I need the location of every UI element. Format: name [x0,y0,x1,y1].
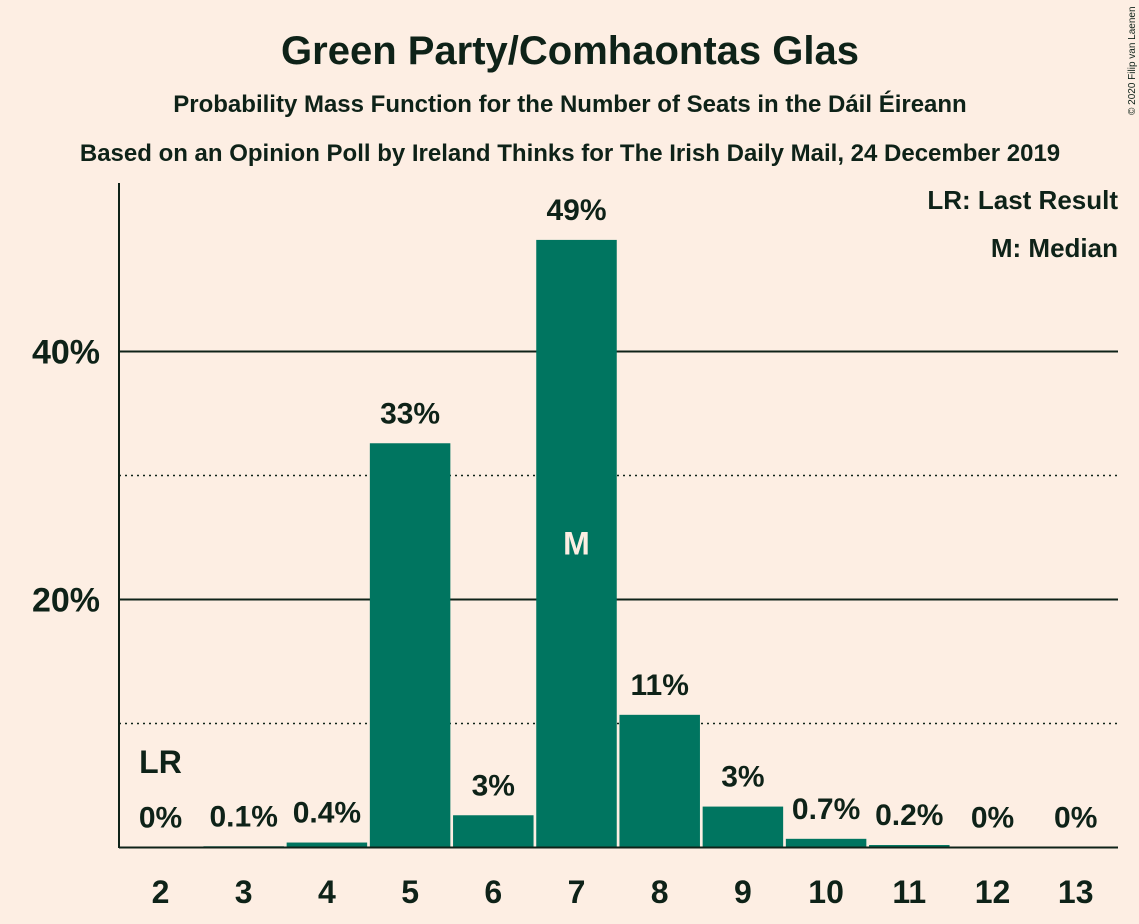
bar [453,815,534,848]
data-label: 0.1% [210,800,278,833]
y-tick-label: 40% [32,334,100,372]
data-label: 33% [380,397,440,430]
data-label: 3% [721,761,764,794]
x-tick-label: 5 [401,874,419,910]
x-tick-label: 7 [568,874,586,910]
data-labels: 0% 0.1% 0.4% 33% 3% 49% 11% 3% 0.7% 0.2% 0% 0% [139,194,1098,835]
x-tick-label: 4 [318,874,336,910]
bar [369,443,451,848]
copyright-notice: © 2020 Filip van Laenen [1127,6,1138,115]
x-tick-label: 11 [892,874,926,910]
x-tick-label: 10 [808,874,844,910]
data-label: 0.7% [792,793,860,826]
y-tick-label: 20% [32,582,100,620]
x-tick-label: 3 [235,874,253,910]
data-label: 11% [631,669,689,702]
bar [702,806,784,848]
bar [785,838,867,848]
data-label: 3% [472,769,515,802]
data-label: 0% [139,802,182,835]
bar [536,239,617,848]
bar [619,714,700,848]
median-marker: M [563,526,590,562]
chart-subtitle-source: Based on an Opinion Poll by Ireland Thin… [80,140,1060,167]
bar [869,845,950,848]
legend-last-result: LR: Last Result [927,185,1118,215]
data-label: 0.2% [875,799,943,832]
chart-subtitle: Probability Mass Function for the Number… [173,90,966,118]
chart-title: Green Party/Comhaontas Glas [281,29,859,73]
data-label: 0.4% [293,797,361,830]
x-tick-label: 8 [651,874,669,910]
x-tick-label: 6 [484,874,502,910]
x-tick-label: 12 [975,874,1011,910]
data-label: 49% [546,194,606,227]
gridlines [119,350,1118,725]
legend-median: M: Median [991,233,1118,263]
y-tick-labels: 20% 40% [32,334,100,620]
x-tick-label: 2 [152,874,170,910]
x-tick-labels: 2 3 4 5 6 7 8 9 10 11 12 13 [152,874,1094,910]
last-result-marker: LR [139,744,182,780]
markers: LR M [139,526,590,780]
x-tick-label: 13 [1058,874,1094,910]
bar [286,842,368,848]
bars [203,239,950,848]
x-tick-label: 9 [734,874,752,910]
data-label: 0% [1054,802,1097,835]
data-label: 0% [971,802,1014,835]
